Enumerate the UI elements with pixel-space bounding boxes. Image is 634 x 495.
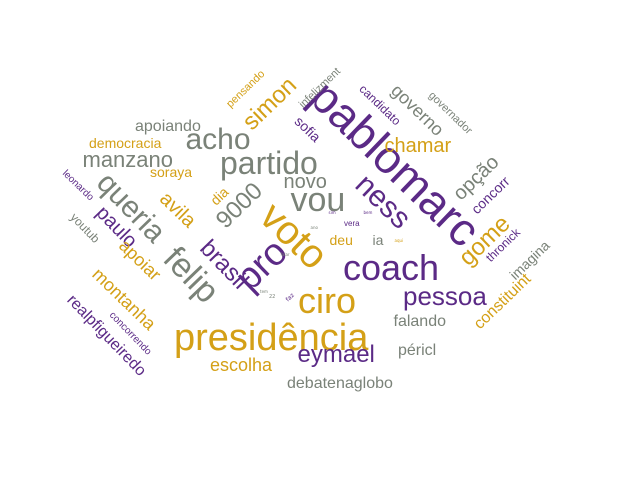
word-deu: deu (329, 232, 353, 248)
word-democracia: democracia (89, 135, 162, 151)
word-apoiando: apoiando (135, 118, 201, 135)
word-acho: acho (185, 123, 251, 156)
word-pericl: péricl (398, 342, 437, 359)
word-falando: falando (393, 313, 447, 330)
word-chamar: chamar (384, 135, 452, 157)
word-pessoa: pessoa (403, 281, 487, 311)
word-soraya: soraya (150, 164, 193, 180)
word-sim: sim (328, 210, 336, 215)
word-tem: tem (260, 289, 268, 294)
word-novo: novo (283, 171, 327, 193)
word-presidencia: presidência (174, 317, 369, 359)
word-leonardo: leonardo (59, 168, 96, 204)
word-coach: coach (343, 247, 440, 288)
word-vera: vera (344, 219, 360, 228)
word-manzano: manzano (82, 147, 174, 172)
word-debatenaglobo: debatenaglobo (287, 375, 393, 392)
word-ia: ia (372, 232, 384, 248)
word-ano: ano (310, 225, 318, 230)
word-ciro: ciro (298, 280, 357, 321)
word-faz: faz (283, 292, 296, 304)
word-escolha: escolha (210, 355, 273, 375)
word-vou: vou (290, 181, 346, 219)
word-aqui: aqui (394, 238, 404, 243)
word-partido: partido (220, 145, 318, 181)
word-falar: falar (280, 252, 290, 257)
word-apoiar: apoiar (115, 235, 165, 285)
word-eymael: eymael (297, 341, 375, 368)
word-bem: bem (363, 210, 373, 215)
word-22: 22 (269, 293, 276, 300)
